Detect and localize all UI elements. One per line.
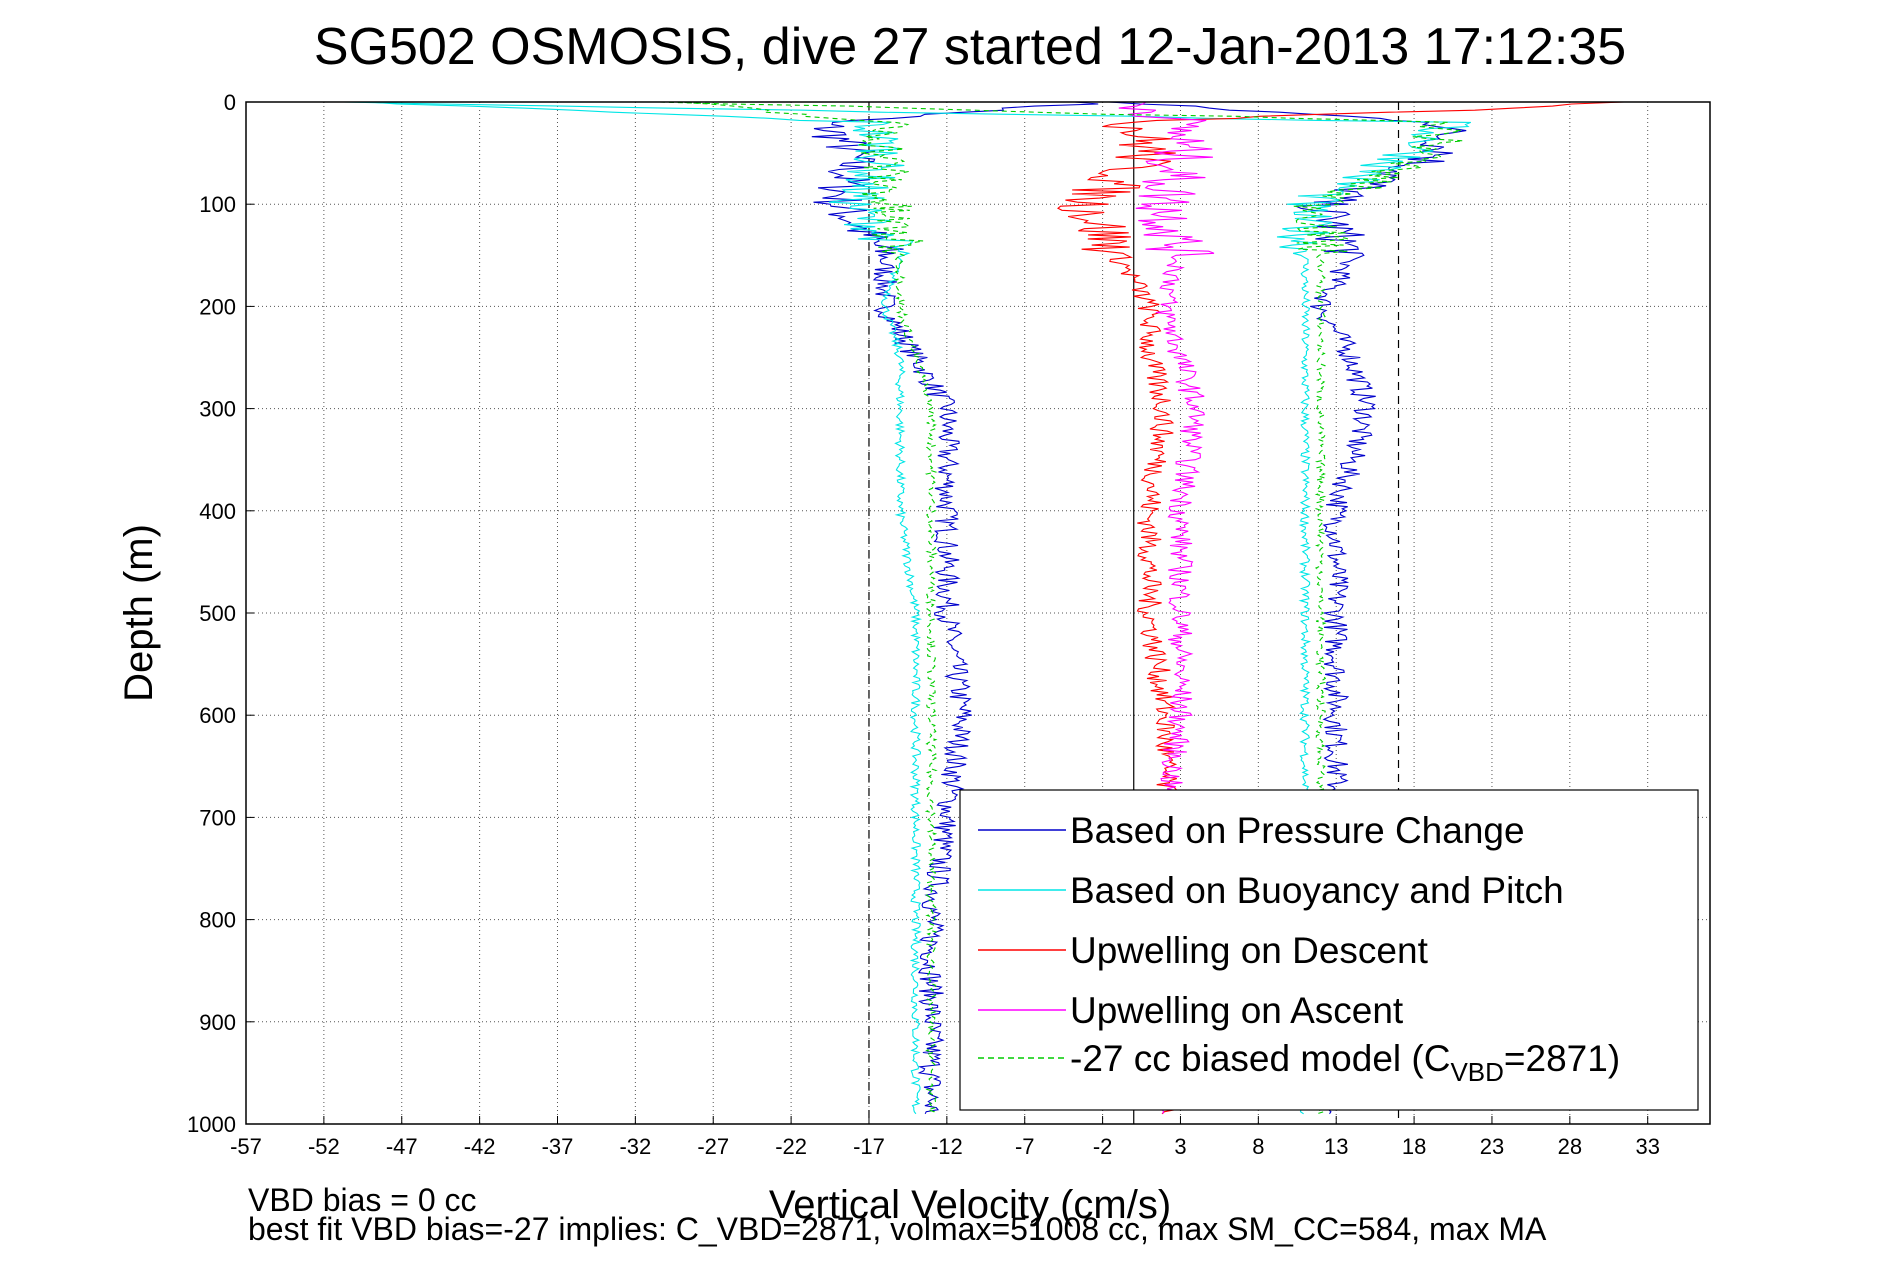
- x-tick-label: -7: [1015, 1134, 1035, 1159]
- x-tick-label: 8: [1252, 1134, 1264, 1159]
- y-tick-label: 1000: [187, 1112, 236, 1137]
- series-path: [811, 101, 1099, 1115]
- footer-line-1: VBD bias = 0 cc: [248, 1182, 477, 1218]
- x-axis-label: Vertical Velocity (cm/s): [769, 1183, 1171, 1227]
- y-tick-label: 500: [199, 601, 236, 626]
- x-tick-label: -27: [697, 1134, 729, 1159]
- legend-label-subscript: VBD: [1450, 1057, 1503, 1087]
- x-tick-label: -32: [619, 1134, 651, 1159]
- series-path: [368, 101, 923, 1115]
- x-tick-label: -17: [853, 1134, 885, 1159]
- y-tick-label: 800: [199, 908, 236, 933]
- legend-entry-label: Based on Buoyancy and Pitch: [1070, 870, 1564, 911]
- plot-frame: [245, 101, 1711, 1125]
- y-tick-label: 100: [199, 192, 236, 217]
- legend-box: [959, 789, 1699, 1111]
- series-line: [659, 101, 1464, 1115]
- legend-entry-label: -27 cc biased model (CVBD=2871): [1070, 1038, 1620, 1087]
- y-tick-label: 200: [199, 294, 236, 319]
- legend-label-part: =2871): [1504, 1038, 1620, 1079]
- chart-title: SG502 OSMOSIS, dive 27 started 12-Jan-20…: [314, 18, 1626, 76]
- x-tick-label: -12: [931, 1134, 963, 1159]
- series-path: [675, 101, 938, 1115]
- y-tick-label: 700: [199, 805, 236, 830]
- y-tick-label: 600: [199, 703, 236, 728]
- x-tick-label: 23: [1480, 1134, 1504, 1159]
- legend: Based on Pressure Change Based on Buoyanc…: [959, 789, 1699, 1111]
- y-tick-labels: 0 100 200 300 400 500 600 700 800 900 1000: [187, 90, 236, 1137]
- legend-entry-label: Upwelling on Descent: [1070, 930, 1429, 971]
- y-tick-label: 900: [199, 1010, 236, 1035]
- x-tick-label: 28: [1558, 1134, 1582, 1159]
- legend-label-part: -27 cc biased model (C: [1070, 1038, 1450, 1079]
- y-tick-label: 300: [199, 397, 236, 422]
- x-tick-label: -47: [386, 1134, 418, 1159]
- legend-entry-label: Based on Pressure Change: [1070, 810, 1525, 851]
- x-tick-label: -2: [1093, 1134, 1113, 1159]
- x-tick-label: -22: [775, 1134, 807, 1159]
- x-tick-label: -42: [464, 1134, 496, 1159]
- y-axis-label: Depth (m): [117, 524, 161, 702]
- x-tick-label: -52: [308, 1134, 340, 1159]
- x-tick-label: -37: [542, 1134, 574, 1159]
- y-tick-label: 400: [199, 499, 236, 524]
- footer-line-2: best fit VBD bias=-27 implies: C_VBD=287…: [248, 1211, 1547, 1247]
- x-tick-label: -57: [230, 1134, 262, 1159]
- x-tick-labels: -57 -52 -47 -42 -37 -32 -27 -22 -17 -12 -7 -2 3 8 13 18…: [230, 1134, 1660, 1159]
- x-tick-label: 18: [1402, 1134, 1426, 1159]
- x-tick-label: 13: [1324, 1134, 1348, 1159]
- legend-entry-label: Upwelling on Ascent: [1070, 990, 1404, 1031]
- x-tick-label: 33: [1635, 1134, 1659, 1159]
- x-tick-label: 3: [1174, 1134, 1186, 1159]
- y-tick-label: 0: [224, 90, 236, 115]
- series-path: [659, 101, 1464, 1115]
